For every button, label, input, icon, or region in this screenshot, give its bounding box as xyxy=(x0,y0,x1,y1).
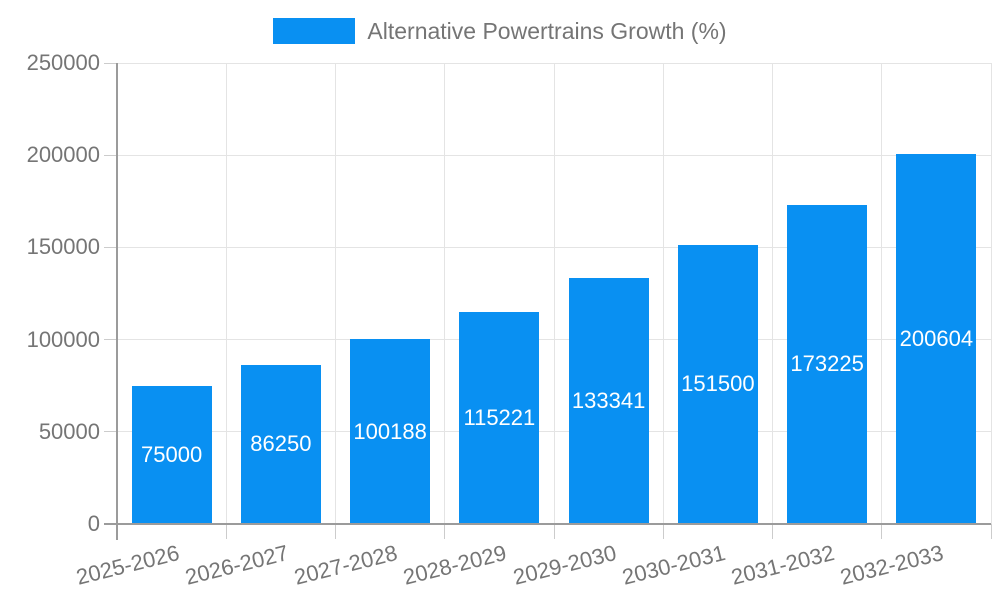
bar[interactable]: 75000 xyxy=(131,385,212,524)
v-gridline xyxy=(444,63,446,524)
x-tick-mark xyxy=(553,524,555,539)
v-gridline xyxy=(335,63,336,524)
x-tick-mark xyxy=(990,524,992,539)
bar-value-label: 100188 xyxy=(353,418,427,444)
v-gridline xyxy=(990,63,992,524)
v-gridline xyxy=(772,63,773,524)
v-gridline xyxy=(881,63,883,524)
x-tick-mark xyxy=(225,524,227,539)
y-tick-label: 150000 xyxy=(26,234,100,260)
bar-value-label: 173225 xyxy=(790,351,864,377)
bar-value-label: 86250 xyxy=(250,431,312,457)
bar-value-label: 75000 xyxy=(141,441,203,467)
v-gridline xyxy=(225,63,227,524)
chart-legend[interactable]: Alternative Powertrains Growth (%) xyxy=(0,18,1000,44)
bar[interactable]: 200604 xyxy=(896,154,977,524)
bar-value-label: 133341 xyxy=(571,388,646,414)
y-tick-label: 200000 xyxy=(26,142,100,168)
y-tick-label: 50000 xyxy=(38,418,100,444)
y-tick-label: 0 xyxy=(87,511,100,536)
bar[interactable]: 100188 xyxy=(350,339,431,524)
bar-value-label: 115221 xyxy=(463,404,536,430)
x-tick-mark xyxy=(772,524,773,539)
v-gridline xyxy=(662,63,664,524)
x-tick-mark xyxy=(662,524,664,539)
y-tick-mark xyxy=(104,154,117,156)
bar-value-label: 151500 xyxy=(681,371,755,397)
bar[interactable]: 133341 xyxy=(568,278,649,524)
x-tick-mark xyxy=(444,524,446,539)
y-tick-mark xyxy=(104,431,117,433)
legend-label: Alternative Powertrains Growth (%) xyxy=(367,18,727,44)
x-axis-line xyxy=(104,523,991,525)
y-tick-mark xyxy=(104,339,117,341)
bar[interactable]: 173225 xyxy=(787,204,868,524)
v-gridline xyxy=(553,63,555,524)
x-tick-mark xyxy=(881,524,883,539)
y-tick-mark xyxy=(104,62,117,64)
bar[interactable]: 151500 xyxy=(677,244,758,524)
legend-swatch xyxy=(273,18,356,44)
y-tick-label: 250000 xyxy=(26,50,100,75)
y-tick-label: 100000 xyxy=(26,326,100,352)
x-tick-mark xyxy=(335,524,336,539)
bar[interactable]: 86250 xyxy=(240,364,321,524)
bar-value-label: 200604 xyxy=(899,326,974,352)
y-axis-line xyxy=(116,63,118,540)
y-tick-mark xyxy=(104,246,117,248)
bar[interactable]: 115221 xyxy=(459,311,540,524)
